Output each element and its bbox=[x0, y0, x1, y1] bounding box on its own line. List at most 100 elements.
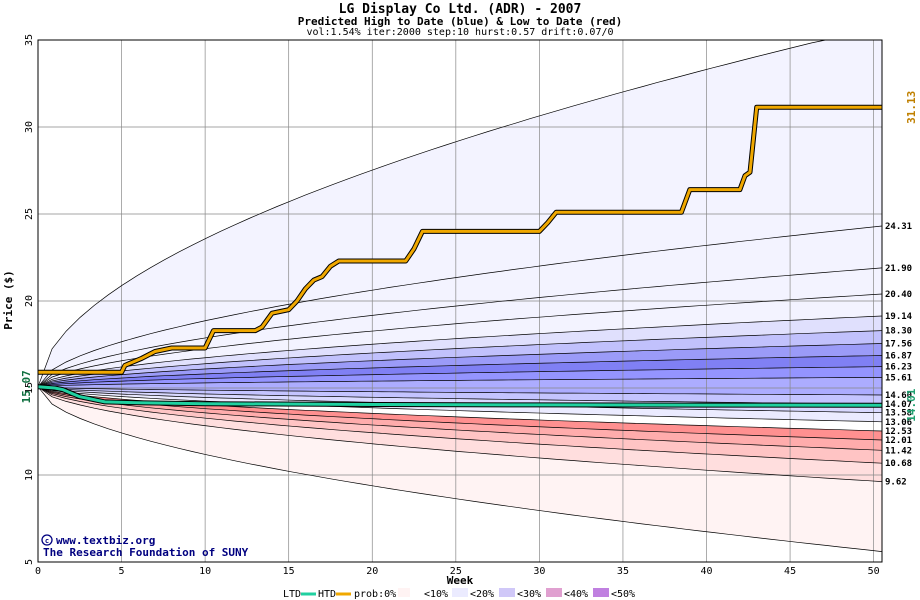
legend-item-0: <10% bbox=[424, 589, 448, 600]
band-boundary bbox=[37, 386, 883, 441]
band-end-label: 9.62 bbox=[885, 478, 907, 488]
band-boundary bbox=[37, 377, 883, 388]
x-tick-labels: 0 5 10 15 20 25 30 35 40 45 50 bbox=[35, 566, 880, 577]
band-end-label: 13.58 bbox=[885, 409, 912, 419]
band-end-label: 19.14 bbox=[885, 312, 913, 322]
credit-block: c www.textbiz.org The Research Foundatio… bbox=[41, 534, 249, 559]
band-boundary bbox=[37, 225, 883, 388]
band-boundary bbox=[37, 315, 883, 388]
band-end-label: 20.40 bbox=[885, 290, 912, 300]
probability-band bbox=[38, 386, 882, 482]
current-high-label: 31.13 bbox=[905, 91, 918, 124]
chart-title: LG Display Co Ltd. (ADR) - 2007 bbox=[338, 2, 582, 17]
probability-band bbox=[38, 386, 882, 464]
probability-band bbox=[38, 355, 882, 387]
y-tick-label: 30 bbox=[24, 121, 35, 133]
y-tick-labels: 5 10 15 20 25 30 35 bbox=[24, 34, 35, 565]
legend-item-3: <40% bbox=[564, 589, 588, 600]
band-end-labels: 24.31 21.90 20.40 19.14 18.30 17.56 16.87 16.23… bbox=[885, 222, 913, 488]
legend-prob-label: prob:0% bbox=[354, 589, 396, 600]
y-tick-label: 10 bbox=[24, 469, 35, 481]
x-tick-label: 20 bbox=[366, 566, 378, 577]
legend-item-1: <20% bbox=[470, 589, 494, 600]
legend: LTD HTD prob:0% <10% <20% <30% <40% <50% bbox=[283, 588, 635, 600]
x-tick-label: 30 bbox=[533, 566, 545, 577]
band-boundary bbox=[37, 386, 883, 482]
current-low-label: 14.01 bbox=[905, 388, 918, 421]
band-end-label: 17.56 bbox=[885, 339, 912, 349]
band-end-label: 14.07 bbox=[885, 400, 912, 410]
band-boundary bbox=[37, 386, 883, 451]
band-boundary bbox=[37, 386, 883, 552]
band-end-label: 21.90 bbox=[885, 264, 912, 274]
band-end-label: 14.60 bbox=[885, 391, 912, 401]
y-tick-label: 20 bbox=[24, 295, 35, 307]
x-tick-label: 40 bbox=[700, 566, 712, 577]
y-tick-label: 5 bbox=[24, 559, 35, 565]
legend-swatch-0 bbox=[398, 588, 410, 597]
x-tick-label: 50 bbox=[868, 566, 880, 577]
band-end-label: 13.06 bbox=[885, 418, 912, 428]
x-tick-label: 5 bbox=[119, 566, 125, 577]
x-tick-label: 0 bbox=[35, 566, 41, 577]
band-boundary bbox=[37, 386, 883, 423]
probability-band bbox=[38, 294, 882, 387]
chart-subtitle: Predicted High to Date (blue) & Low to D… bbox=[297, 15, 623, 28]
probability-band bbox=[38, 330, 882, 387]
band-boundary bbox=[37, 267, 883, 388]
band-end-label: 12.53 bbox=[885, 427, 912, 437]
y-tick-label: 25 bbox=[24, 208, 35, 220]
band-end-label: 15.61 bbox=[885, 373, 912, 383]
y-tick-label: 15 bbox=[24, 382, 35, 394]
probability-band bbox=[38, 316, 882, 387]
legend-item-2: <30% bbox=[517, 589, 541, 600]
probability-band bbox=[38, 386, 882, 422]
band-boundary bbox=[37, 293, 883, 388]
chart-params: vol:1.54% iter:2000 step:10 hurst:0.57 d… bbox=[306, 27, 614, 38]
start-price-label: 15.07 bbox=[20, 370, 33, 403]
x-axis-label: Week bbox=[447, 574, 474, 587]
band-boundary bbox=[37, 366, 883, 388]
band-boundary bbox=[37, 386, 883, 396]
probability-band bbox=[38, 226, 882, 387]
band-boundary bbox=[37, 343, 883, 388]
band-end-label: 11.42 bbox=[885, 446, 912, 456]
probability-band bbox=[38, 386, 882, 405]
legend-swatch-4 bbox=[593, 588, 609, 597]
legend-item-4: <50% bbox=[611, 589, 635, 600]
band-boundary-lines bbox=[37, 39, 883, 552]
band-end-label: 18.30 bbox=[885, 327, 912, 337]
credit-org: The Research Foundation of SUNY bbox=[43, 546, 249, 559]
copyright-icon bbox=[41, 534, 53, 546]
x-tick-label: 15 bbox=[283, 566, 295, 577]
series-line-htd bbox=[38, 105, 882, 374]
svg-text:c: c bbox=[45, 537, 49, 545]
probability-band bbox=[38, 267, 882, 387]
band-boundary bbox=[37, 330, 883, 388]
probability-band bbox=[38, 386, 882, 440]
credit-url: www.textbiz.org bbox=[56, 534, 155, 547]
series-line-ltd bbox=[37, 385, 883, 407]
x-tick-label: 45 bbox=[784, 566, 796, 577]
probability-band bbox=[38, 386, 882, 451]
band-end-label: 10.68 bbox=[885, 459, 912, 469]
y-tick-label: 35 bbox=[24, 34, 35, 46]
band-end-label: 16.87 bbox=[885, 351, 912, 361]
series-lines bbox=[37, 104, 883, 408]
band-boundary bbox=[37, 386, 883, 464]
x-tick-label: 10 bbox=[199, 566, 211, 577]
x-tick-label: 25 bbox=[450, 566, 462, 577]
x-tick-label: 35 bbox=[617, 566, 629, 577]
band-boundary bbox=[37, 386, 883, 405]
legend-swatch-2 bbox=[499, 588, 515, 597]
legend-htd-label: HTD bbox=[318, 589, 336, 600]
band-end-label: 16.23 bbox=[885, 363, 912, 373]
probability-band bbox=[38, 386, 882, 552]
legend-swatch-1 bbox=[452, 588, 468, 597]
band-end-label: 24.31 bbox=[885, 222, 912, 232]
legend-swatch-3 bbox=[546, 588, 562, 597]
band-boundary bbox=[37, 355, 883, 388]
band-end-label: 12.01 bbox=[885, 436, 912, 446]
y-axis-label: Price ($) bbox=[2, 270, 15, 330]
